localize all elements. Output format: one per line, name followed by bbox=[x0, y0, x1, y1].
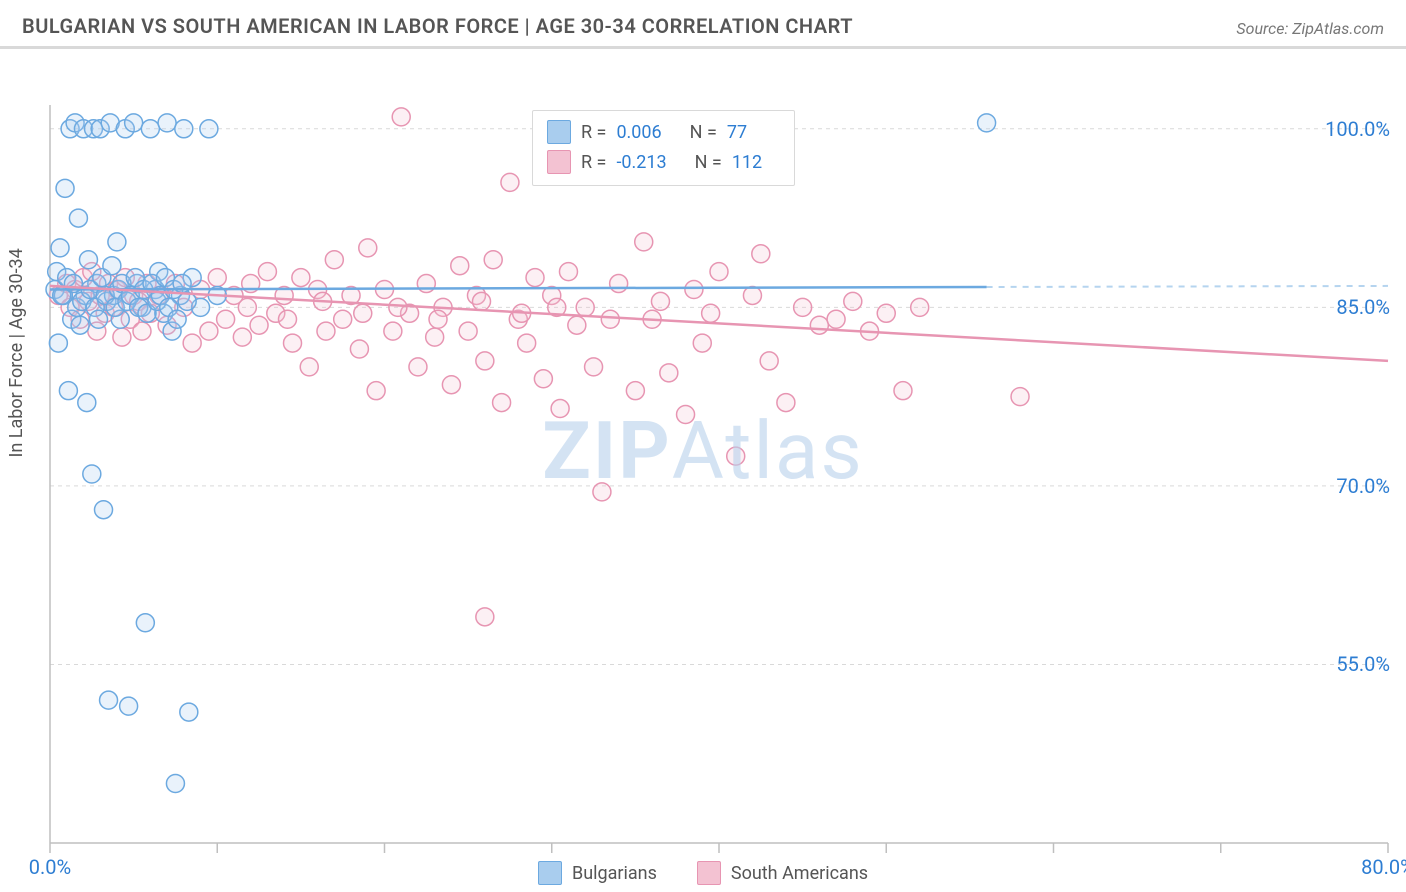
swatch-south-americans-icon bbox=[547, 150, 571, 174]
chart-header: BULGARIAN VS SOUTH AMERICAN IN LABOR FOR… bbox=[0, 0, 1406, 49]
y-tick-label: 55.0% bbox=[1336, 652, 1390, 676]
swatch-bulgarians-icon bbox=[547, 120, 571, 144]
legend: Bulgarians South Americans bbox=[538, 861, 868, 885]
source-attribution: Source: ZipAtlas.com bbox=[1236, 19, 1384, 38]
legend-item-bulgarians: Bulgarians bbox=[538, 861, 657, 885]
y-axis-label: In Labor Force | Age 30-34 bbox=[6, 248, 27, 457]
swatch-south-americans-icon bbox=[697, 861, 721, 885]
x-tick-label: 80.0% bbox=[1361, 855, 1406, 879]
stats-row-bulgarians: R = 0.006 N = 77 bbox=[547, 117, 780, 147]
x-tick-label: 0.0% bbox=[29, 855, 71, 879]
chart-area: In Labor Force | Age 30-34 ZIPAtlas R = … bbox=[0, 49, 1406, 887]
y-tick-label: 85.0% bbox=[1336, 295, 1390, 319]
correlation-stats-box: R = 0.006 N = 77 R = -0.213 N = 112 bbox=[532, 110, 795, 186]
stats-row-south-americans: R = -0.213 N = 112 bbox=[547, 147, 780, 177]
y-tick-label: 70.0% bbox=[1336, 474, 1390, 498]
legend-label: South Americans bbox=[731, 863, 868, 884]
legend-item-south-americans: South Americans bbox=[697, 861, 868, 885]
chart-title: BULGARIAN VS SOUTH AMERICAN IN LABOR FOR… bbox=[22, 14, 853, 38]
swatch-bulgarians-icon bbox=[538, 861, 562, 885]
legend-label: Bulgarians bbox=[572, 863, 657, 884]
y-tick-label: 100.0% bbox=[1325, 117, 1390, 141]
